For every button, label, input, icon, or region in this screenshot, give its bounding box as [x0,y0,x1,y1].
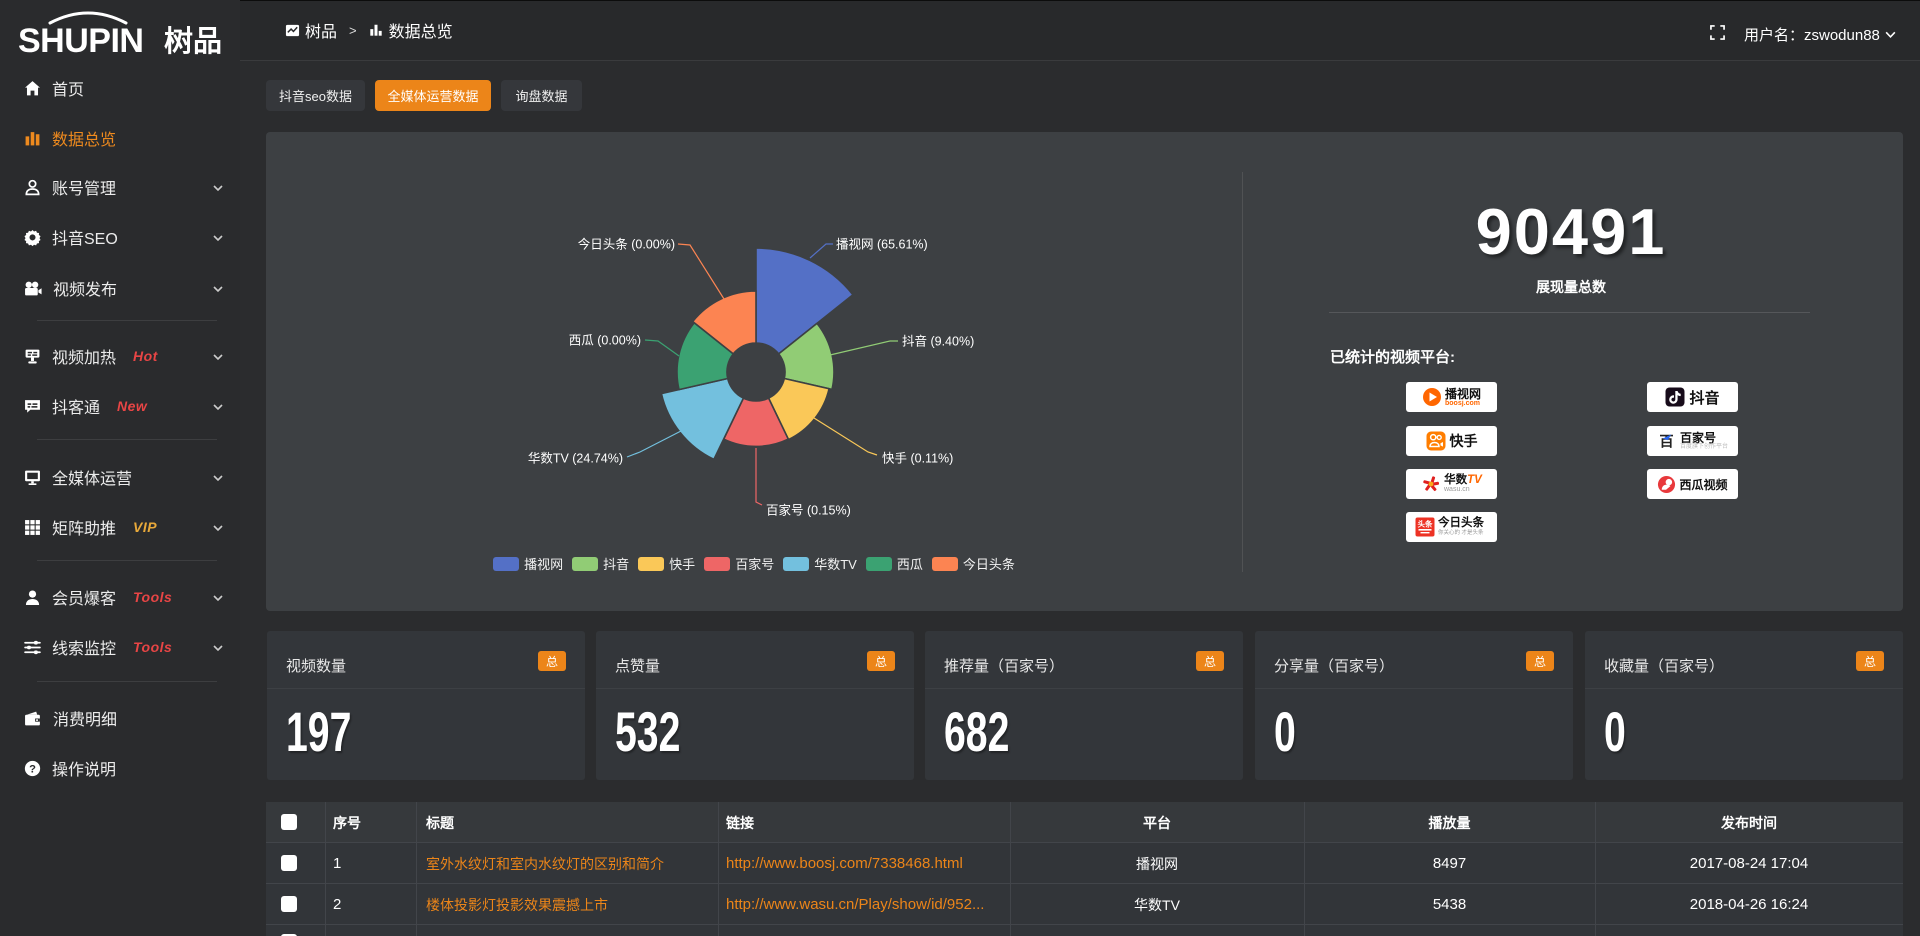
svg-text:头条: 头条 [1418,519,1434,529]
svg-text:百: 百 [1659,433,1673,450]
svg-text:播视网 (65.61%): 播视网 (65.61%) [836,237,928,252]
svg-text:西瓜 (0.00%): 西瓜 (0.00%) [569,334,641,348]
svg-text:百家号 (0.15%): 百家号 (0.15%) [766,503,851,518]
svg-text:树品: 树品 [164,25,222,56]
svg-text:华数TV (24.74%): 华数TV (24.74%) [528,451,623,466]
svg-text:抖音 (9.40%): 抖音 (9.40%) [902,334,974,349]
svg-text:快手 (0.11%): 快手 (0.11%) [882,452,953,466]
svg-text:?: ? [29,763,36,775]
svg-text:今日头条 (0.00%): 今日头条 (0.00%) [578,237,675,252]
svg-text:SHUPIN: SHUPIN [18,22,143,56]
